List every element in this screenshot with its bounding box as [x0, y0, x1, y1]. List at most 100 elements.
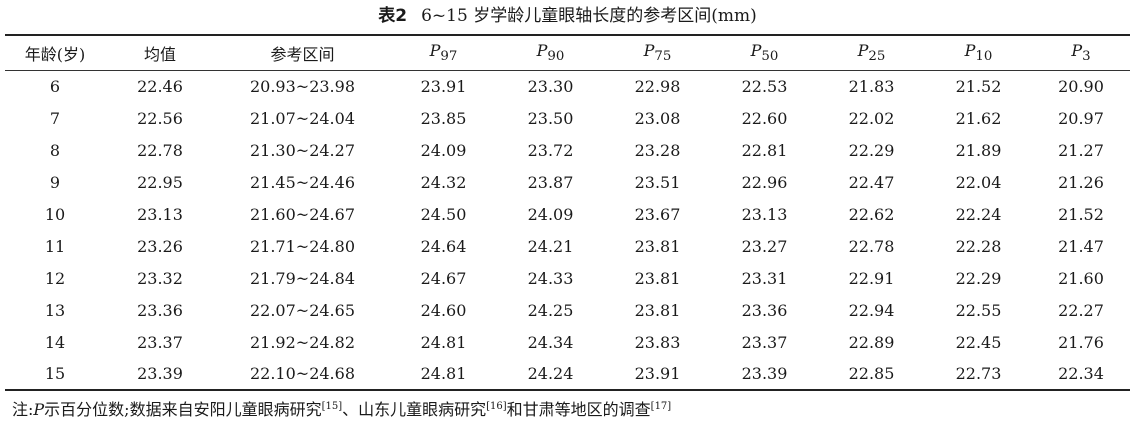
note-ref-3: [17]	[650, 401, 672, 412]
table-cell: 23.91	[420, 76, 467, 96]
table-cell: 22.95	[137, 172, 183, 192]
table-cell: 15	[44, 364, 66, 383]
table-row: 8 22.78 21.30~24.27 24.09 23.72 23.28 22.81 22.…	[5, 134, 1130, 166]
table-note: 注:P示百分位数;数据来自安阳儿童眼病研究[15]、山东儿童眼病研究[16]和甘…	[12, 396, 671, 421]
note-p-symbol: P	[33, 400, 45, 419]
percentile-symbol: P	[857, 41, 869, 61]
table-cell: 12	[44, 268, 66, 288]
table-cell: 23.39	[137, 364, 183, 383]
table-row: 11 23.26 21.71~24.80 24.64 24.21 23.81 23.27 22…	[5, 230, 1130, 262]
note-ref-2: [16]	[486, 401, 507, 412]
table-cell: 23.31	[741, 268, 788, 288]
table-cell: 22.04	[955, 172, 1002, 192]
col-age: 年龄(岁)	[24, 44, 86, 64]
table-cell: 22.73	[955, 364, 1002, 383]
table-cell: 24.09	[420, 140, 467, 160]
table-cell: 22.60	[741, 108, 788, 128]
col-p25: P25	[818, 35, 925, 70]
table-cell: 21.76	[1058, 332, 1104, 352]
header-row: 年龄(岁) 均值 参考区间 P97 P90 P75 P50 P25 P10 P3	[5, 35, 1130, 70]
percentile-symbol: P	[429, 41, 441, 61]
table-cell: 22.29	[848, 140, 895, 160]
percentile-subscript: 90	[547, 49, 565, 65]
table-cell: 24.21	[527, 236, 574, 256]
note-text-1: 示百分位数;数据来自安阳儿童眼病研究	[44, 400, 322, 419]
table-cell: 23.87	[527, 172, 574, 192]
table-cell: 22.62	[848, 204, 895, 224]
percentile-symbol: P	[964, 41, 976, 61]
table-row: 13 23.36 22.07~24.65 24.60 24.25 23.81 23.36 22…	[5, 294, 1130, 326]
percentile-subscript: 97	[440, 49, 458, 65]
col-p50: P50	[711, 35, 818, 70]
table-cell: 22.94	[848, 300, 895, 320]
table-cell: 11	[44, 236, 66, 256]
percentile-symbol: P	[536, 41, 548, 61]
table-cell: 23.81	[634, 236, 681, 256]
table-cell: 23.67	[634, 204, 681, 224]
table-cell: 22.81	[741, 140, 788, 160]
table-cell: 24.64	[420, 236, 467, 256]
percentile-subscript: 25	[868, 49, 886, 65]
table-cell: 22.07~24.65	[249, 300, 355, 320]
table-cell: 24.67	[420, 268, 467, 288]
table-cell: 24.81	[420, 332, 467, 352]
table-cell: 23.83	[634, 332, 681, 352]
table-cell: 20.93~23.98	[249, 76, 355, 96]
table-cell: 22.56	[137, 108, 183, 128]
table-cell: 22.24	[955, 204, 1002, 224]
table-cell: 22.55	[955, 300, 1002, 320]
table-cell: 23.51	[634, 172, 681, 192]
col-p97: P97	[390, 35, 497, 70]
table-cell: 21.27	[1058, 140, 1104, 160]
table-cell: 23.13	[137, 204, 183, 224]
table-cell: 22.02	[848, 108, 895, 128]
table-cell: 22.91	[848, 268, 895, 288]
table-cell: 21.07~24.04	[249, 108, 355, 128]
table-cell: 14	[44, 332, 66, 352]
table-cell: 23.08	[634, 108, 681, 128]
table-cell: 22.53	[741, 76, 788, 96]
table-cell: 21.60	[1058, 268, 1104, 288]
table-caption: 表2 6~15 岁学龄儿童眼轴长度的参考区间(mm)	[0, 6, 1135, 26]
percentile-subscript: 10	[975, 49, 993, 65]
percentile-symbol: P	[750, 41, 762, 61]
table-row: 7 22.56 21.07~24.04 23.85 23.50 23.08 22.60 22.…	[5, 102, 1130, 134]
table-cell: 23.50	[527, 108, 574, 128]
col-p3: P3	[1032, 35, 1130, 70]
percentile-symbol: P	[643, 41, 655, 61]
table-label: 表2	[378, 6, 408, 26]
col-p10: P10	[925, 35, 1032, 70]
table-cell: 23.32	[137, 268, 183, 288]
table-cell: 22.96	[741, 172, 788, 192]
note-text-2: 、山东儿童眼病研究	[342, 400, 487, 419]
note-prefix: 注:	[12, 400, 34, 419]
table-cell: 24.60	[420, 300, 467, 320]
table-cell: 22.78	[848, 236, 895, 256]
table-cell: 23.85	[420, 108, 467, 128]
table-cell: 23.28	[634, 140, 681, 160]
table-cell: 24.25	[527, 300, 574, 320]
percentile-subscript: 75	[654, 49, 672, 65]
table-cell: 22.78	[137, 140, 183, 160]
table-cell: 21.45~24.46	[249, 172, 355, 192]
table-cell: 7	[49, 108, 61, 128]
table-cell: 21.60~24.67	[249, 204, 355, 224]
table-cell: 22.27	[1058, 300, 1104, 320]
table-cell: 24.33	[527, 268, 574, 288]
table-body: 6 22.46 20.93~23.98 23.91 23.30 22.98 22.53 21.…	[5, 70, 1130, 390]
table-cell: 21.52	[1058, 204, 1104, 224]
table-cell: 22.28	[955, 236, 1002, 256]
table-row: 6 22.46 20.93~23.98 23.91 23.30 22.98 22.53 21.…	[5, 70, 1130, 102]
axial-length-table: 年龄(岁) 均值 参考区间 P97 P90 P75 P50 P25 P10 P3 6 22.46 20…	[5, 34, 1130, 391]
table-title: 6~15 岁学龄儿童眼轴长度的参考区间(mm)	[421, 6, 757, 26]
col-mean: 均值	[143, 44, 176, 64]
table-cell: 21.26	[1058, 172, 1104, 192]
table-cell: 22.89	[848, 332, 895, 352]
table-cell: 9	[49, 172, 61, 192]
table-cell: 21.62	[955, 108, 1002, 128]
table-row: 12 23.32 21.79~24.84 24.67 24.33 23.81 23.31 22…	[5, 262, 1130, 294]
percentile-subscript: 3	[1082, 49, 1091, 65]
table-cell: 24.24	[527, 364, 574, 383]
table-cell: 22.98	[634, 76, 681, 96]
table-cell: 21.83	[848, 76, 895, 96]
